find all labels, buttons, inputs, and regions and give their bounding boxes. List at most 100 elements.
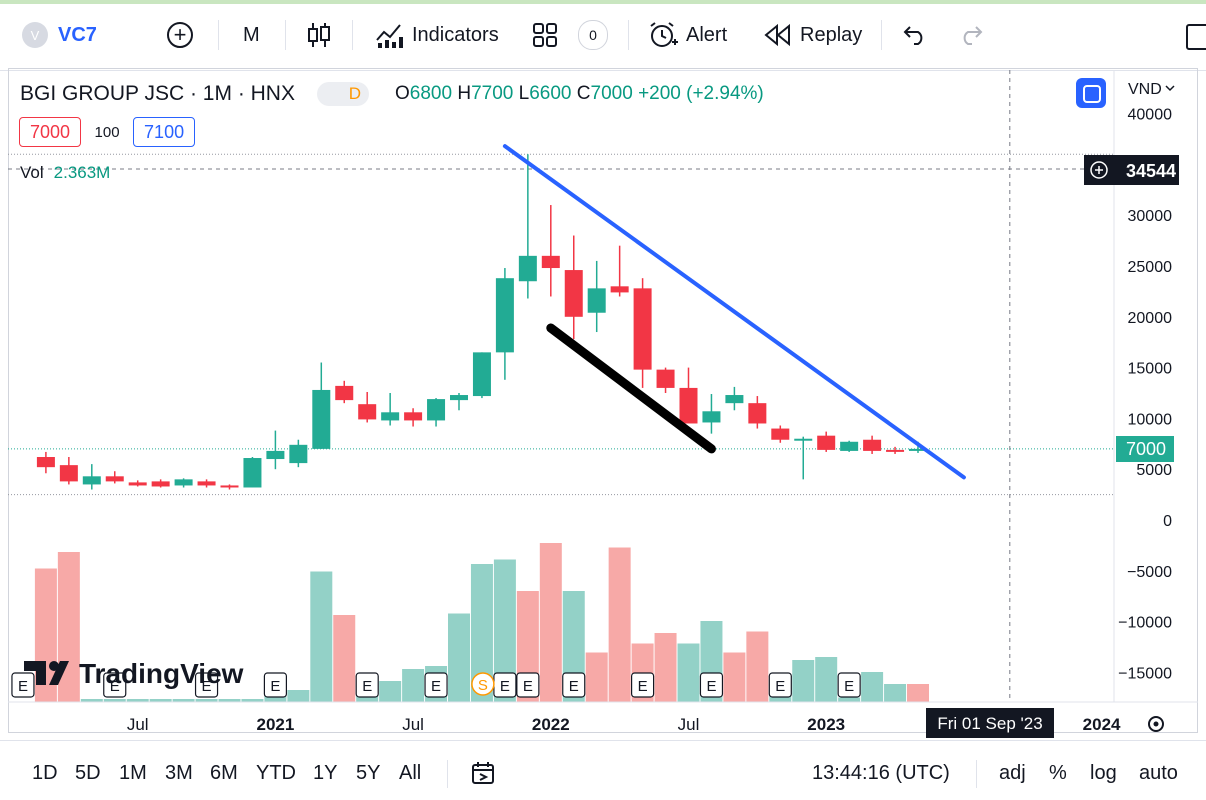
volume-bar [126, 699, 149, 702]
compare-button[interactable]: + [167, 18, 193, 52]
layouts-button[interactable] [532, 18, 558, 52]
rewind-icon [764, 23, 790, 47]
earnings-marker[interactable] [355, 672, 379, 698]
indicators-icon [376, 24, 403, 48]
utc-clock[interactable]: 13:44:16 (UTC) [812, 762, 950, 784]
earnings-marker[interactable] [103, 672, 127, 698]
earnings-marker[interactable] [699, 672, 724, 698]
range-5y[interactable]: 5Y [356, 762, 381, 784]
toolbar-divider [881, 20, 882, 50]
dividend-marker[interactable] [471, 672, 495, 696]
black-trendline[interactable] [546, 323, 716, 454]
candle-body [541, 255, 560, 269]
earnings-marker[interactable] [11, 672, 35, 698]
price-tick-label: 15000 [1128, 361, 1173, 378]
price-tick-label: 10000 [1128, 411, 1173, 428]
redo-button[interactable] [958, 18, 984, 52]
undo-button[interactable] [902, 18, 928, 52]
low-label: L [518, 83, 530, 104]
volume-value: 2.363M [53, 163, 111, 182]
candle-body [358, 404, 377, 420]
blue-trendline[interactable] [502, 144, 966, 480]
auto-toggle[interactable]: auto [1139, 762, 1178, 784]
range-all[interactable]: All [399, 762, 422, 784]
alert-button[interactable]: Alert [648, 18, 727, 52]
currency-selector[interactable]: VND [1128, 81, 1175, 98]
chart-frame [8, 68, 1198, 733]
interval-button[interactable]: M [243, 18, 260, 52]
open-value: 6800 [409, 83, 453, 104]
log-toggle[interactable]: log [1090, 762, 1117, 784]
earnings-marker[interactable] [768, 672, 792, 698]
earnings-marker[interactable] [263, 672, 287, 698]
range-ytd[interactable]: YTD [256, 762, 296, 784]
candle-body [335, 385, 354, 401]
event-markers: E E E E E E E E E E E E ES [11, 672, 861, 698]
volume-bar [723, 652, 746, 702]
fullscreen-toggle-button[interactable] [1076, 78, 1106, 108]
price-tick-label: −15000 [1118, 665, 1172, 682]
layout-window-icon[interactable] [1186, 24, 1206, 50]
indicators-button[interactable]: Indicators [374, 18, 499, 52]
chart-guides [8, 70, 1114, 702]
earnings-marker[interactable] [630, 672, 655, 698]
range-1d[interactable]: 1D [32, 762, 58, 784]
go-to-date-icon[interactable] [470, 760, 498, 788]
earnings-marker-letter: E [362, 678, 372, 695]
symbol-search[interactable]: V VC7 [22, 18, 97, 52]
candle-body [564, 270, 583, 317]
plus-circle-icon[interactable] [1090, 161, 1108, 179]
watermark-text: TradingView [79, 658, 244, 689]
layouts-count: 0 [578, 20, 608, 50]
layouts-count-badge[interactable]: 0 [578, 18, 608, 52]
crosshair-date-bg [926, 708, 1054, 738]
tradingview-watermark: TradingView [24, 658, 244, 689]
earnings-marker-letter: E [431, 678, 441, 695]
earnings-marker[interactable] [516, 672, 540, 698]
delayed-data-badge[interactable]: D [316, 82, 369, 106]
candles-icon [308, 23, 330, 47]
adj-toggle[interactable]: adj [999, 762, 1026, 784]
candles [36, 154, 927, 490]
earnings-marker[interactable] [837, 672, 861, 698]
candle-body [679, 387, 698, 424]
bottom-sep [976, 760, 977, 788]
range-1y[interactable]: 1Y [313, 762, 338, 784]
price-tick-label: 25000 [1128, 259, 1173, 276]
candle-body [656, 369, 675, 388]
volume-bar [103, 699, 126, 702]
buy-price-button[interactable]: 7100 [133, 117, 196, 147]
range-1m[interactable]: 1M [119, 762, 147, 784]
candle-body [105, 476, 124, 482]
settings-button[interactable] [1148, 716, 1164, 732]
chart-legend: BGI GROUP JSC · 1M · HNX D O6800 H7700 L… [20, 80, 764, 108]
volume-bar [608, 547, 631, 702]
earnings-marker[interactable] [194, 672, 219, 698]
range-3m[interactable]: 3M [165, 762, 193, 784]
earnings-marker-letter: E [523, 678, 533, 695]
range-6m[interactable]: 6M [210, 762, 238, 784]
symbol-title[interactable]: BGI GROUP JSC · 1M · HNX [20, 82, 295, 105]
earnings-marker[interactable] [424, 672, 448, 698]
price-tick-label: −10000 [1118, 615, 1172, 632]
crosshair-price-label: 34544 [1084, 155, 1179, 185]
last-price-text: 7000 [1126, 439, 1166, 459]
trendlines [502, 144, 966, 480]
volume-bar [333, 615, 356, 702]
volume-label: Vol [20, 163, 44, 182]
candle-body [36, 457, 55, 468]
toolbar-divider [628, 20, 629, 50]
redo-icon [963, 26, 983, 45]
candle-body [702, 411, 721, 423]
range-5d[interactable]: 5D [75, 762, 101, 784]
volume-bar [746, 631, 769, 702]
undo-icon [903, 26, 923, 45]
crosshair-date-label: Fri 01 Sep '23 [926, 708, 1054, 738]
chart-type-button[interactable] [306, 18, 332, 52]
earnings-marker[interactable] [562, 672, 586, 698]
candle-body [909, 448, 927, 451]
sell-price-button[interactable]: 7000 [19, 117, 82, 147]
percent-toggle[interactable]: % [1049, 762, 1067, 784]
replay-button[interactable]: Replay [764, 18, 862, 52]
